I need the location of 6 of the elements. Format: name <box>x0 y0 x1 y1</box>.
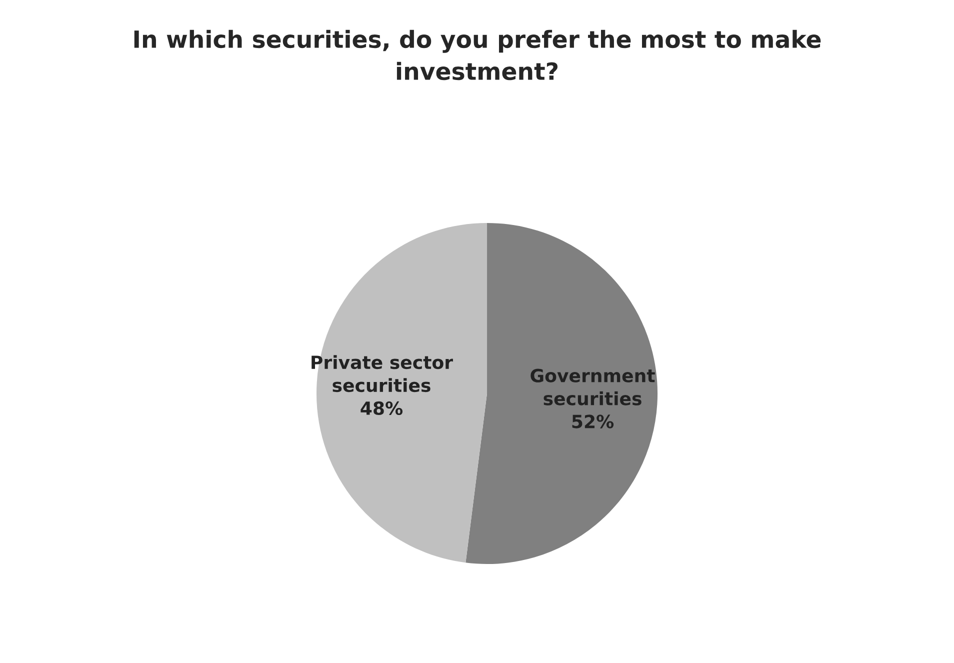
data-label: 48% <box>360 401 403 416</box>
chart-title: In which securities, do you prefer the most to make investment? <box>134 30 821 80</box>
slice-label: Private sector securities <box>312 355 453 392</box>
slice-label: Government securities <box>530 368 655 406</box>
pie-slice <box>466 222 658 564</box>
data-label: 52% <box>572 414 614 428</box>
